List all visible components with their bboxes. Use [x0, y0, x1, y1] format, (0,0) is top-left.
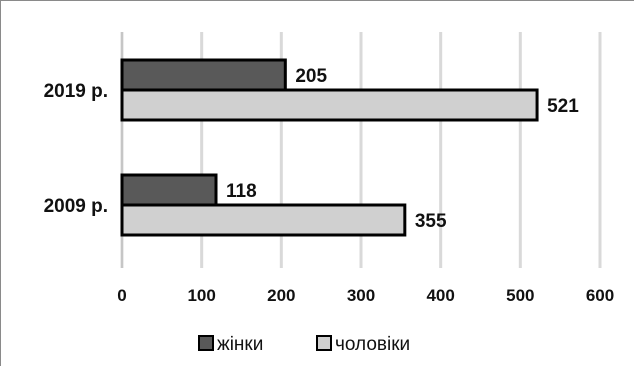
- bar: [120, 173, 218, 207]
- data-label: 205: [295, 66, 327, 87]
- category-label: 2019 р.: [44, 81, 108, 102]
- x-tick-label: 500: [506, 286, 534, 305]
- bar: [120, 58, 287, 92]
- legend-swatch: [198, 335, 214, 351]
- data-label: 118: [226, 181, 257, 202]
- x-tick-label: 300: [347, 286, 375, 305]
- data-label: 521: [547, 96, 579, 117]
- x-tick-label: 400: [426, 286, 454, 305]
- data-label: 355: [415, 211, 447, 232]
- bar: [120, 203, 407, 237]
- bar: [120, 88, 539, 122]
- category-labels: 2019 р. 2009 р.: [44, 81, 108, 217]
- x-tick-label: 100: [187, 286, 215, 305]
- category-label: 2009 р.: [44, 196, 108, 217]
- legend-label: чоловіки: [335, 334, 410, 355]
- legend-swatch: [316, 335, 332, 351]
- x-tick-label: 0: [117, 286, 126, 305]
- x-tick-label: 600: [586, 286, 614, 305]
- x-tick-label: 200: [267, 286, 295, 305]
- legend: жінки чоловіки: [198, 334, 410, 355]
- x-tick-labels: 0 100 200 300 400 500 600: [117, 286, 614, 305]
- bars: 205 521 118 355: [120, 58, 579, 237]
- legend-label: жінки: [217, 334, 263, 355]
